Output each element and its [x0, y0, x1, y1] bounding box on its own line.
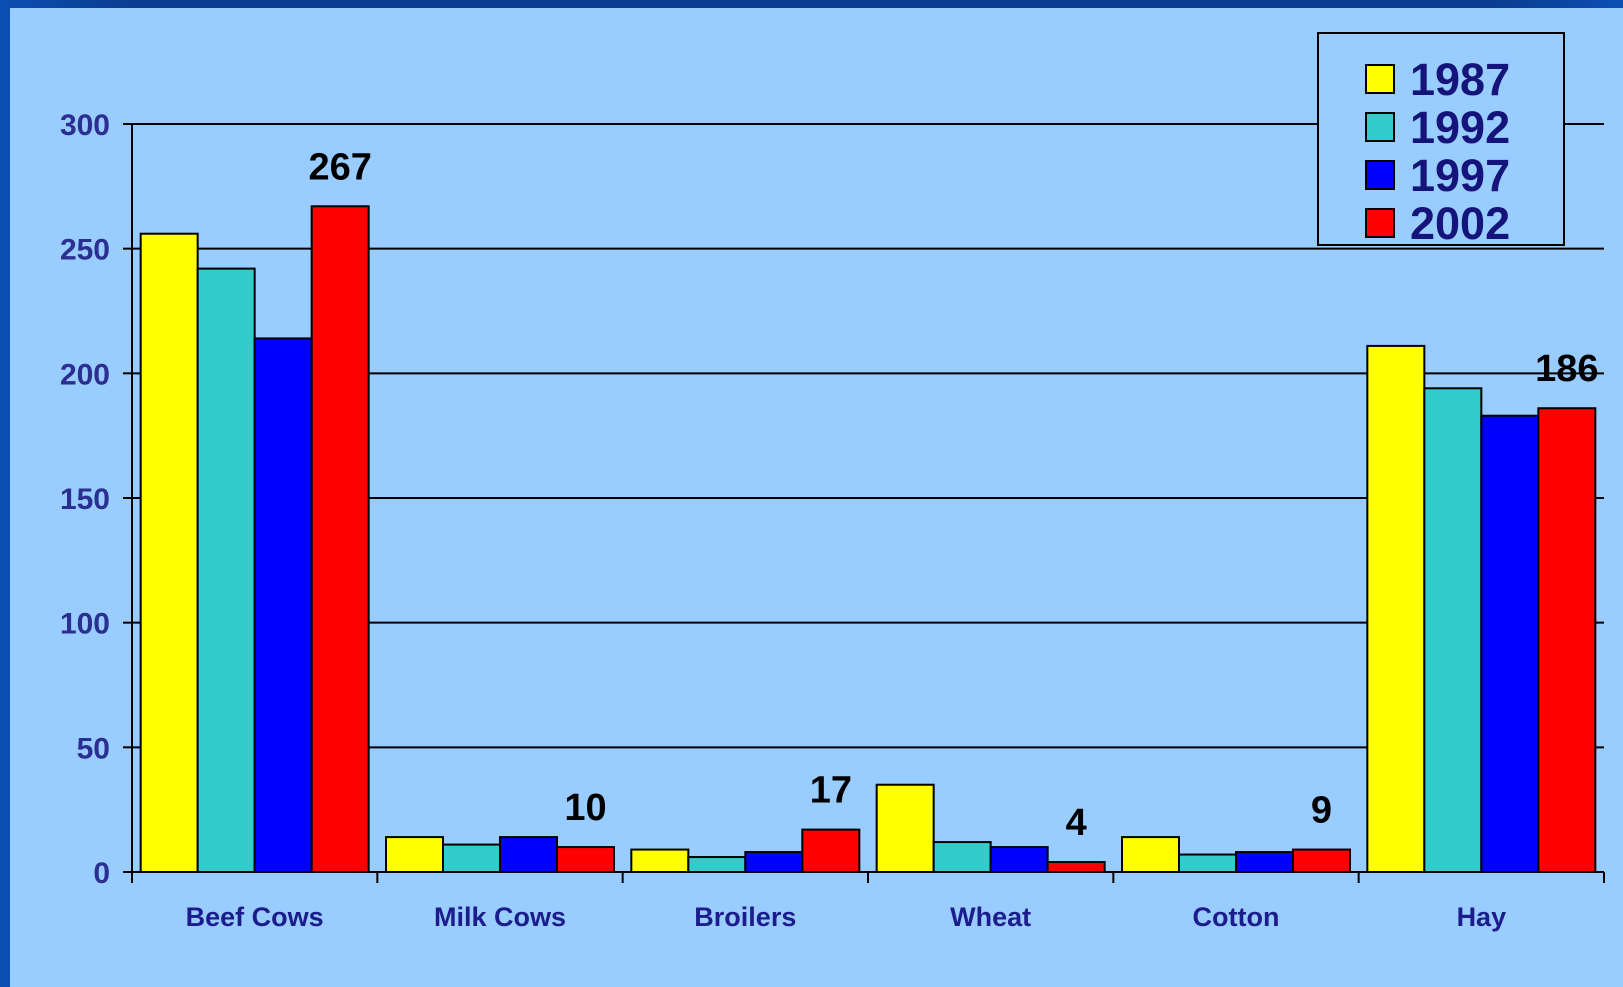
data-label: 10: [564, 787, 606, 829]
legend-label: 2002: [1410, 198, 1510, 249]
bar: [1423, 387, 1483, 873]
legend-swatch: [1365, 160, 1395, 190]
bar: [989, 846, 1049, 873]
bar: [556, 846, 615, 873]
y-tick-label: 150: [60, 483, 110, 516]
y-tick-label: 50: [77, 732, 110, 765]
category-label: Hay: [1457, 902, 1507, 932]
bar: [1235, 851, 1294, 874]
bar: [442, 843, 501, 873]
legend-label: 1997: [1410, 150, 1510, 201]
y-tick-label: 300: [60, 109, 110, 142]
bar: [1537, 407, 1597, 873]
bar: [687, 856, 747, 873]
data-label: 9: [1311, 790, 1332, 832]
category-label: Wheat: [950, 902, 1031, 932]
bar: [385, 836, 444, 873]
bar: [932, 841, 992, 874]
legend-swatch: [1365, 208, 1395, 238]
category-label: Cotton: [1193, 902, 1280, 932]
bar: [1480, 414, 1540, 873]
category-label: Broilers: [694, 902, 796, 932]
bar: [801, 828, 861, 874]
data-label: 17: [810, 770, 852, 812]
bar: [253, 337, 313, 873]
bar: [744, 851, 804, 874]
bar: [139, 232, 199, 873]
bar: [1292, 848, 1351, 873]
bar: [630, 848, 690, 873]
legend-label: 1987: [1410, 54, 1510, 105]
bar: [875, 783, 935, 874]
bar: [1121, 836, 1180, 873]
data-label: 186: [1535, 348, 1598, 390]
bar: [310, 205, 370, 873]
legend-swatch: [1365, 64, 1395, 94]
bar: [1366, 344, 1426, 873]
bar: [196, 267, 256, 873]
legend-swatch: [1365, 112, 1395, 142]
y-tick-label: 100: [60, 608, 110, 641]
category-label: Beef Cows: [186, 902, 324, 932]
bar: [1046, 861, 1106, 874]
y-tick-label: 250: [60, 234, 110, 267]
bar: [1178, 853, 1237, 874]
bar: [499, 836, 558, 873]
y-tick-label: 200: [60, 358, 110, 391]
y-tick-label: 0: [93, 857, 110, 890]
category-label: Milk Cows: [434, 902, 566, 932]
legend-box: [1317, 32, 1565, 246]
data-label: 4: [1066, 802, 1087, 844]
data-label: 267: [308, 146, 371, 188]
legend-label: 1992: [1410, 102, 1510, 153]
